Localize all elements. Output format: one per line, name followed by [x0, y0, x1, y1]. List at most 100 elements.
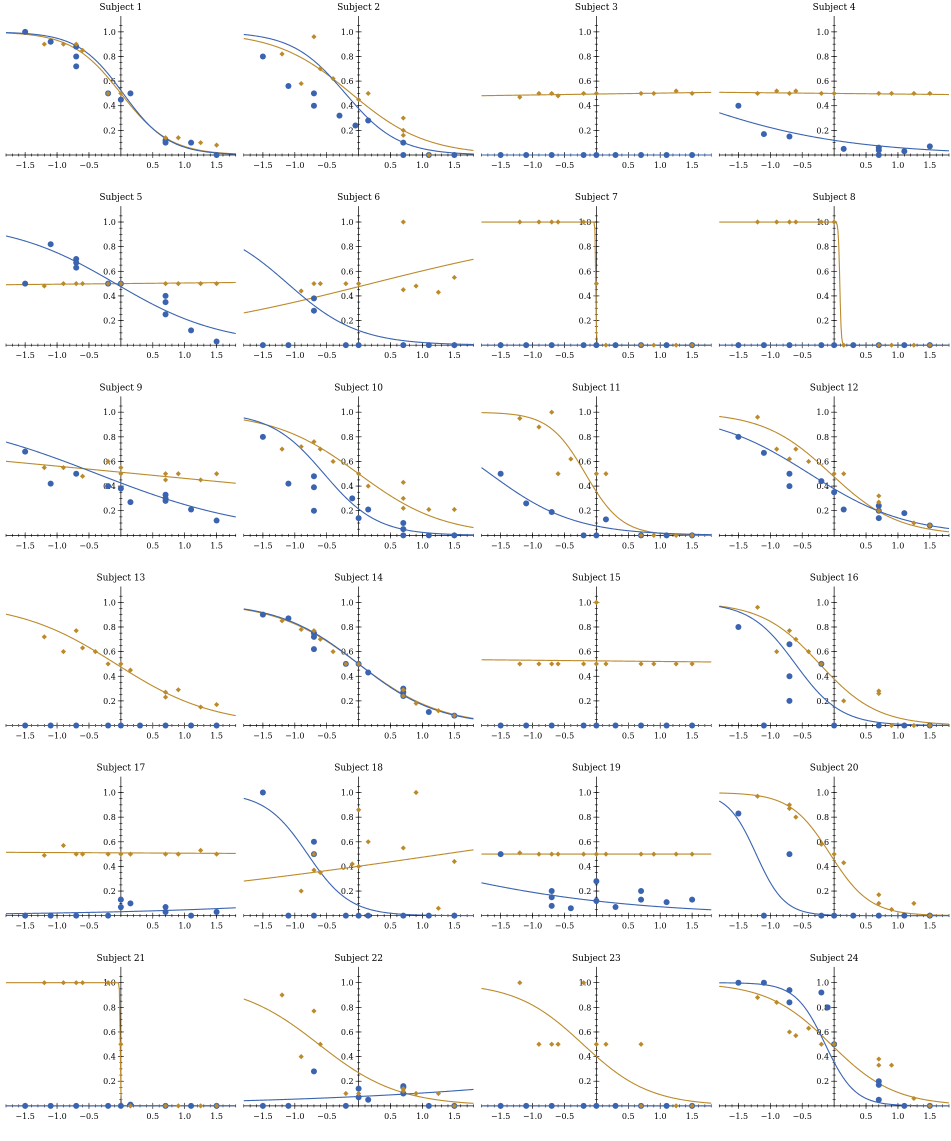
orange-data-point — [60, 842, 67, 849]
x-tick-label: −0.5 — [79, 351, 98, 360]
orange-fit-curve — [719, 605, 950, 725]
blue-data-point — [663, 722, 670, 729]
orange-data-point — [400, 115, 406, 121]
y-tick-label: 0.2 — [103, 1077, 116, 1086]
orange-data-point — [673, 1103, 679, 1109]
x-tick-label: −1.5 — [15, 351, 34, 360]
blue-data-point — [105, 912, 112, 919]
orange-data-point — [786, 90, 793, 97]
blue-data-point — [548, 342, 555, 349]
orange-data-point — [298, 288, 304, 294]
orange-data-point — [118, 851, 124, 857]
panel-title: Subject 5 — [99, 193, 142, 203]
y-tick-label: 0.6 — [816, 457, 829, 466]
orange-data-point — [311, 1008, 317, 1014]
orange-data-point — [73, 280, 79, 287]
orange-data-point — [888, 722, 895, 729]
y-tick-label: 0.8 — [816, 243, 829, 252]
y-tick-label: 0.6 — [816, 648, 829, 657]
blue-data-point — [831, 912, 838, 919]
orange-data-point — [279, 51, 285, 57]
orange-data-point — [793, 636, 799, 642]
y-tick-label: 1.0 — [816, 789, 829, 798]
y-tick-label: 0.8 — [579, 433, 592, 442]
blue-data-point — [400, 342, 407, 349]
x-tick-label: 1.0 — [654, 922, 667, 931]
blue-data-point — [497, 722, 504, 729]
orange-data-point — [317, 1041, 323, 1047]
blue-data-point — [602, 516, 609, 523]
orange-data-point — [555, 851, 561, 857]
orange-data-point — [888, 90, 895, 97]
orange-data-point — [41, 465, 47, 471]
x-tick-label: 1.0 — [416, 732, 429, 741]
y-tick-label: 0.2 — [341, 1077, 354, 1086]
orange-fit-curve — [481, 659, 712, 663]
x-tick-label: −1.5 — [15, 922, 34, 931]
blue-data-point — [548, 152, 555, 158]
panel-title: Subject 11 — [572, 383, 621, 393]
panel-title: Subject 18 — [334, 764, 383, 774]
x-tick-label: 1.5 — [686, 351, 699, 360]
y-tick-label: 1.0 — [579, 28, 592, 37]
orange-data-point — [162, 689, 169, 695]
blue-data-point — [355, 342, 362, 349]
blue-data-point — [850, 342, 857, 349]
y-tick-label: 0.4 — [816, 292, 829, 301]
blue-data-point — [188, 722, 195, 729]
orange-data-point — [581, 851, 587, 857]
y-tick-label: 0.4 — [816, 1053, 829, 1062]
x-tick-label: −0.5 — [79, 161, 98, 170]
x-tick-label: 0.5 — [384, 1112, 397, 1121]
orange-data-point — [400, 495, 406, 501]
panel-title: Subject 10 — [334, 383, 383, 393]
orange-data-point — [451, 713, 457, 719]
y-tick-label: 1.0 — [816, 979, 829, 988]
orange-data-point — [593, 661, 599, 667]
blue-data-point — [735, 623, 742, 630]
x-tick-label: 1.5 — [923, 541, 936, 550]
panel-subject-6: Subject 6 −1.5 −1.0 −0.5 0.5 1.0 1.5 0.2 0.4 0.6 0… — [243, 193, 474, 360]
blue-fit-curve — [719, 112, 950, 152]
panel-title: Subject 15 — [572, 574, 621, 584]
y-tick-label: 0.2 — [579, 507, 592, 516]
blue-data-point — [451, 152, 458, 158]
orange-data-point — [311, 867, 317, 873]
orange-data-point — [593, 280, 599, 287]
blue-data-point — [105, 483, 112, 490]
x-tick-label: −1.0 — [47, 732, 66, 741]
blue-data-point — [117, 485, 124, 492]
x-tick-label: 1.5 — [448, 732, 461, 741]
x-tick-label: −0.5 — [317, 541, 336, 550]
orange-data-point — [127, 851, 134, 857]
blue-data-point — [188, 912, 195, 919]
x-tick-label: 1.5 — [210, 161, 223, 170]
orange-data-point — [198, 280, 204, 287]
x-tick-label: 1.0 — [178, 1112, 191, 1121]
panel-title: Subject 22 — [334, 954, 383, 964]
y-tick-label: 1.0 — [816, 598, 829, 607]
y-tick-label: 0.6 — [103, 648, 116, 657]
blue-data-point — [127, 499, 134, 506]
orange-data-point — [876, 892, 882, 898]
x-tick-label: 1.5 — [448, 922, 461, 931]
panel-title: Subject 12 — [810, 383, 859, 393]
panel-title: Subject 17 — [96, 764, 145, 774]
blue-data-point — [593, 722, 600, 729]
x-tick-label: −0.5 — [317, 1112, 336, 1121]
x-tick-label: 1.5 — [210, 351, 223, 360]
panel-subject-18: Subject 18 −1.5 −1.0 −0.5 0.5 1.0 1.5 0.2 0.4 0.6… — [243, 764, 474, 931]
panel-subject-8: Subject 8 −1.5 −1.0 −0.5 0.5 1.0 1.5 0.2 0.4 0.6 0… — [718, 193, 950, 360]
y-tick-label: 0.8 — [816, 1003, 829, 1012]
orange-data-point — [876, 690, 882, 697]
orange-data-point — [911, 520, 917, 526]
x-tick-label: 0.5 — [860, 732, 873, 741]
orange-data-point — [400, 479, 406, 485]
x-tick-label: 1.5 — [448, 1112, 461, 1121]
x-tick-label: −0.5 — [317, 161, 336, 170]
orange-data-point — [581, 90, 587, 97]
orange-data-point — [451, 858, 457, 865]
orange-data-point — [673, 88, 679, 94]
y-tick-label: 1.0 — [341, 218, 354, 227]
blue-data-point — [875, 152, 882, 158]
